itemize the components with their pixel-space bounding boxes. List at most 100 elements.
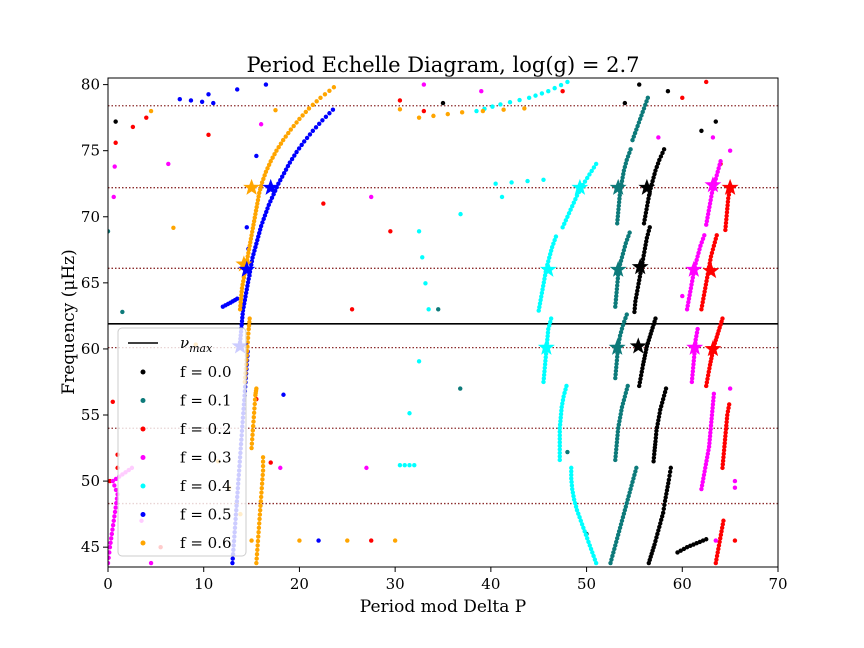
data-point	[644, 235, 650, 241]
data-point	[699, 303, 705, 308]
data-point	[268, 199, 273, 204]
data-point	[253, 208, 259, 213]
data-point	[660, 396, 666, 402]
data-point	[563, 218, 569, 223]
data-point	[565, 79, 570, 85]
data-point	[257, 521, 262, 526]
data-point	[317, 121, 322, 127]
data-point	[689, 282, 694, 287]
legend-swatch-1	[140, 398, 146, 403]
star-marker-3	[238, 260, 256, 277]
data-point	[412, 463, 417, 468]
data-point	[569, 469, 574, 474]
data-point	[246, 276, 251, 282]
data-point	[558, 411, 564, 417]
data-point	[557, 457, 562, 463]
data-point	[113, 140, 118, 145]
data-point	[719, 529, 724, 534]
data-point	[634, 292, 639, 297]
y-tick-label-3: 60	[81, 340, 100, 358]
data-point	[694, 257, 699, 263]
data-point	[624, 312, 629, 317]
data-point	[397, 98, 403, 103]
data-point	[239, 292, 244, 298]
y-tick-label-0: 45	[81, 538, 100, 556]
data-point	[725, 412, 730, 418]
data-point	[113, 119, 118, 124]
data-point	[247, 243, 252, 249]
data-point	[420, 255, 425, 260]
data-point	[660, 510, 666, 516]
data-point	[269, 195, 275, 201]
data-point	[259, 180, 265, 185]
data-point	[261, 216, 266, 222]
data-point	[610, 553, 615, 559]
data-point	[634, 465, 639, 471]
data-point	[257, 227, 263, 232]
data-point	[623, 241, 629, 246]
data-point	[619, 404, 625, 410]
data-point	[144, 115, 149, 120]
data-point	[640, 109, 645, 115]
data-point	[261, 176, 266, 182]
data-point	[570, 486, 575, 492]
x-tick-label-5: 50	[577, 575, 596, 593]
data-point	[613, 375, 618, 381]
data-point	[615, 210, 621, 216]
data-point	[257, 190, 262, 196]
data-point	[112, 164, 117, 169]
data-point	[539, 294, 544, 299]
data-point	[641, 106, 647, 111]
data-point	[251, 252, 256, 257]
data-point	[615, 436, 620, 442]
data-point	[664, 491, 669, 497]
data-point	[615, 283, 620, 288]
data-point	[569, 476, 574, 481]
data-point	[259, 490, 264, 495]
data-point	[533, 93, 538, 98]
data-point	[635, 123, 640, 129]
data-point	[705, 376, 710, 382]
data-point	[259, 481, 265, 486]
data-point	[255, 201, 260, 206]
data-point	[252, 215, 257, 220]
data-point	[614, 443, 619, 449]
data-point	[725, 206, 730, 212]
data-point	[624, 387, 629, 392]
data-point	[254, 552, 260, 557]
data-point	[490, 104, 495, 109]
data-point	[274, 148, 279, 153]
data-point	[238, 303, 243, 308]
data-point	[637, 278, 642, 283]
data-point	[548, 252, 553, 257]
data-point	[253, 244, 258, 250]
data-point	[628, 147, 633, 152]
star-marker-12	[631, 258, 649, 275]
data-point	[421, 82, 427, 87]
x-tick-label-1: 10	[194, 575, 213, 593]
data-point	[705, 373, 711, 378]
data-point	[120, 309, 125, 315]
data-point	[251, 222, 256, 227]
data-point	[499, 194, 505, 200]
data-point	[641, 253, 646, 258]
data-point	[708, 423, 714, 428]
data-point	[720, 462, 726, 467]
data-point	[254, 153, 259, 159]
star-marker-17	[629, 337, 647, 354]
data-point	[239, 322, 244, 327]
data-point	[612, 546, 617, 552]
data-point	[640, 256, 646, 262]
data-point	[713, 560, 718, 566]
data-point	[654, 164, 659, 170]
data-point	[617, 525, 623, 530]
data-point	[699, 307, 704, 312]
data-point	[657, 524, 662, 530]
data-point	[613, 304, 618, 309]
data-point	[727, 386, 733, 391]
data-point	[717, 162, 722, 167]
data-point	[255, 538, 261, 544]
data-point	[306, 106, 312, 111]
data-point	[557, 422, 563, 427]
